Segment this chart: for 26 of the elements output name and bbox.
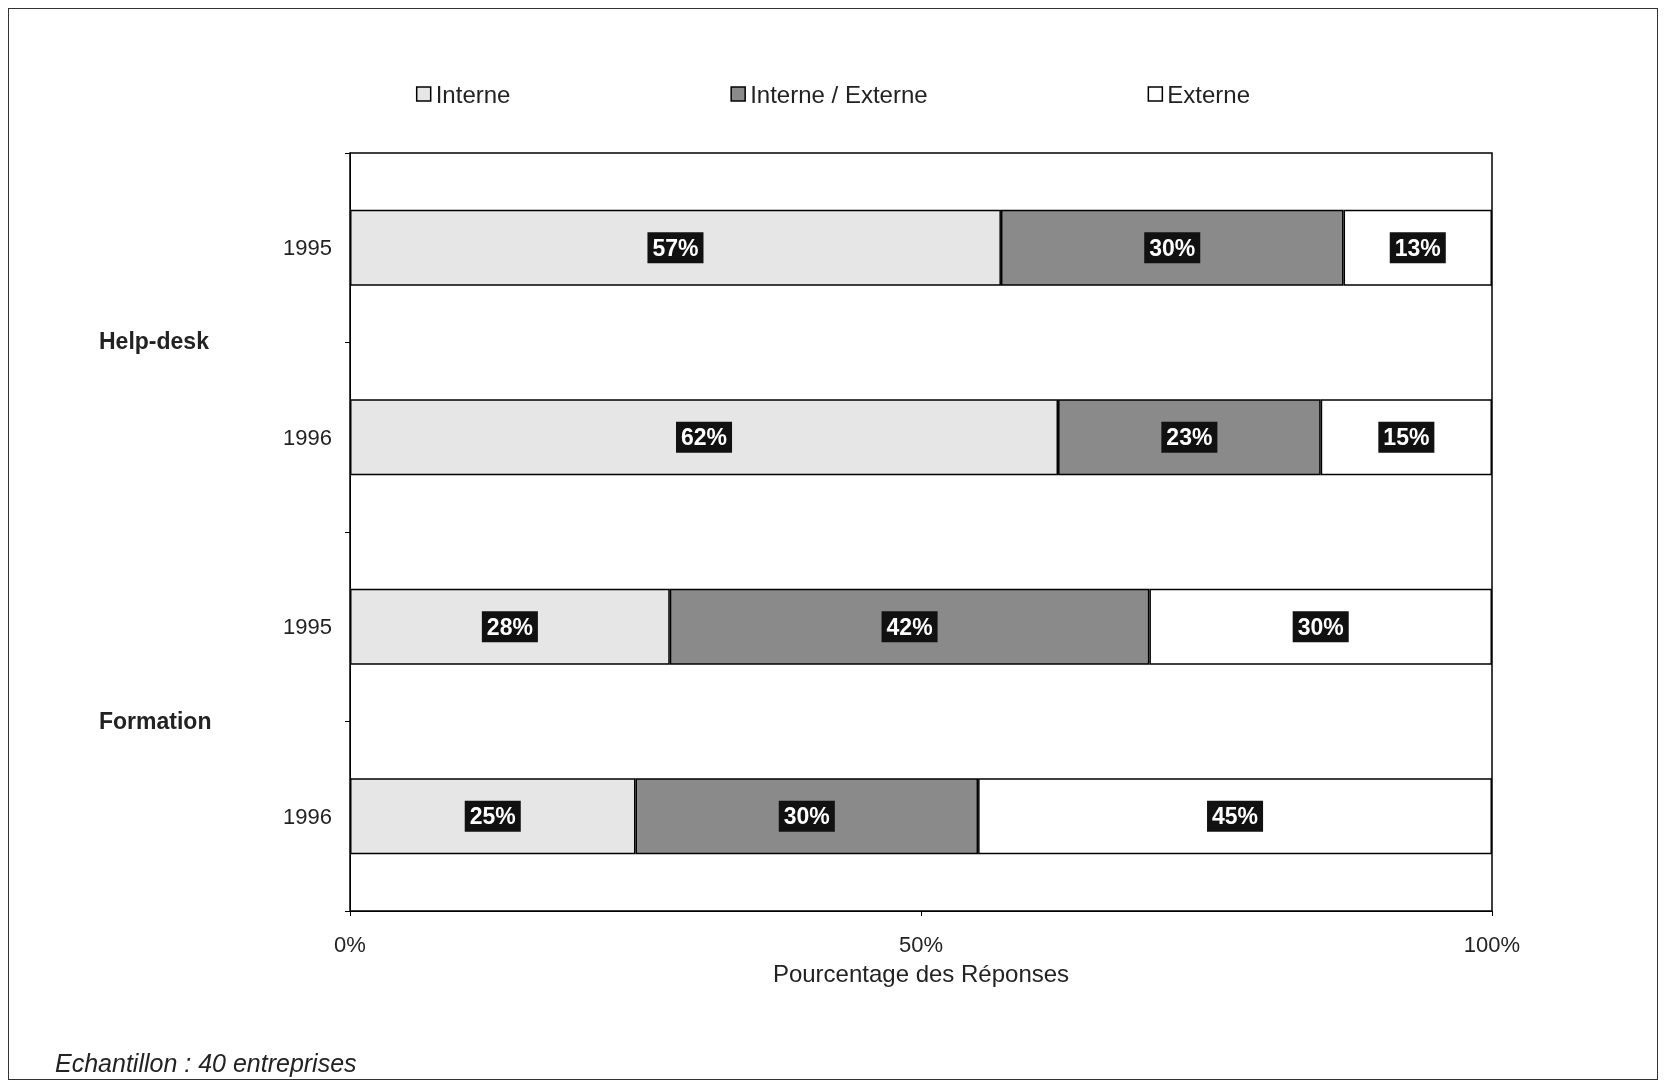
- data-label: 25%: [469, 803, 516, 830]
- data-label: 28%: [486, 613, 533, 640]
- legend-label: Interne / Externe: [750, 80, 928, 108]
- data-label: 30%: [1297, 613, 1344, 640]
- data-label: 15%: [1383, 424, 1430, 451]
- y-tick-label: 1995: [283, 614, 332, 640]
- x-tick-label: 100%: [1463, 931, 1521, 957]
- data-label: 62%: [681, 424, 728, 451]
- text: Echantillon : 40 entreprises: [55, 1048, 357, 1077]
- data-label: 57%: [652, 234, 699, 261]
- data-label: 42%: [886, 613, 933, 640]
- y-tick-label: 1996: [283, 803, 332, 829]
- x-axis-title: Pourcentage des Réponses: [772, 959, 1070, 987]
- data-label: 23%: [1166, 424, 1213, 451]
- x-tick-label: 0%: [334, 931, 366, 957]
- data-label: 30%: [1149, 234, 1196, 261]
- data-label: 13%: [1394, 234, 1441, 261]
- x-tick-label: 50%: [898, 931, 944, 957]
- text: Help-desk: [99, 327, 210, 354]
- text: Formation: [99, 707, 212, 734]
- data-label: 45%: [1212, 803, 1259, 830]
- data-label: 30%: [783, 803, 830, 830]
- legend-label: Externe: [1167, 80, 1251, 108]
- y-tick-label: 1996: [283, 424, 332, 450]
- legend-label: Interne: [435, 80, 511, 108]
- y-tick-label: 1995: [283, 235, 332, 261]
